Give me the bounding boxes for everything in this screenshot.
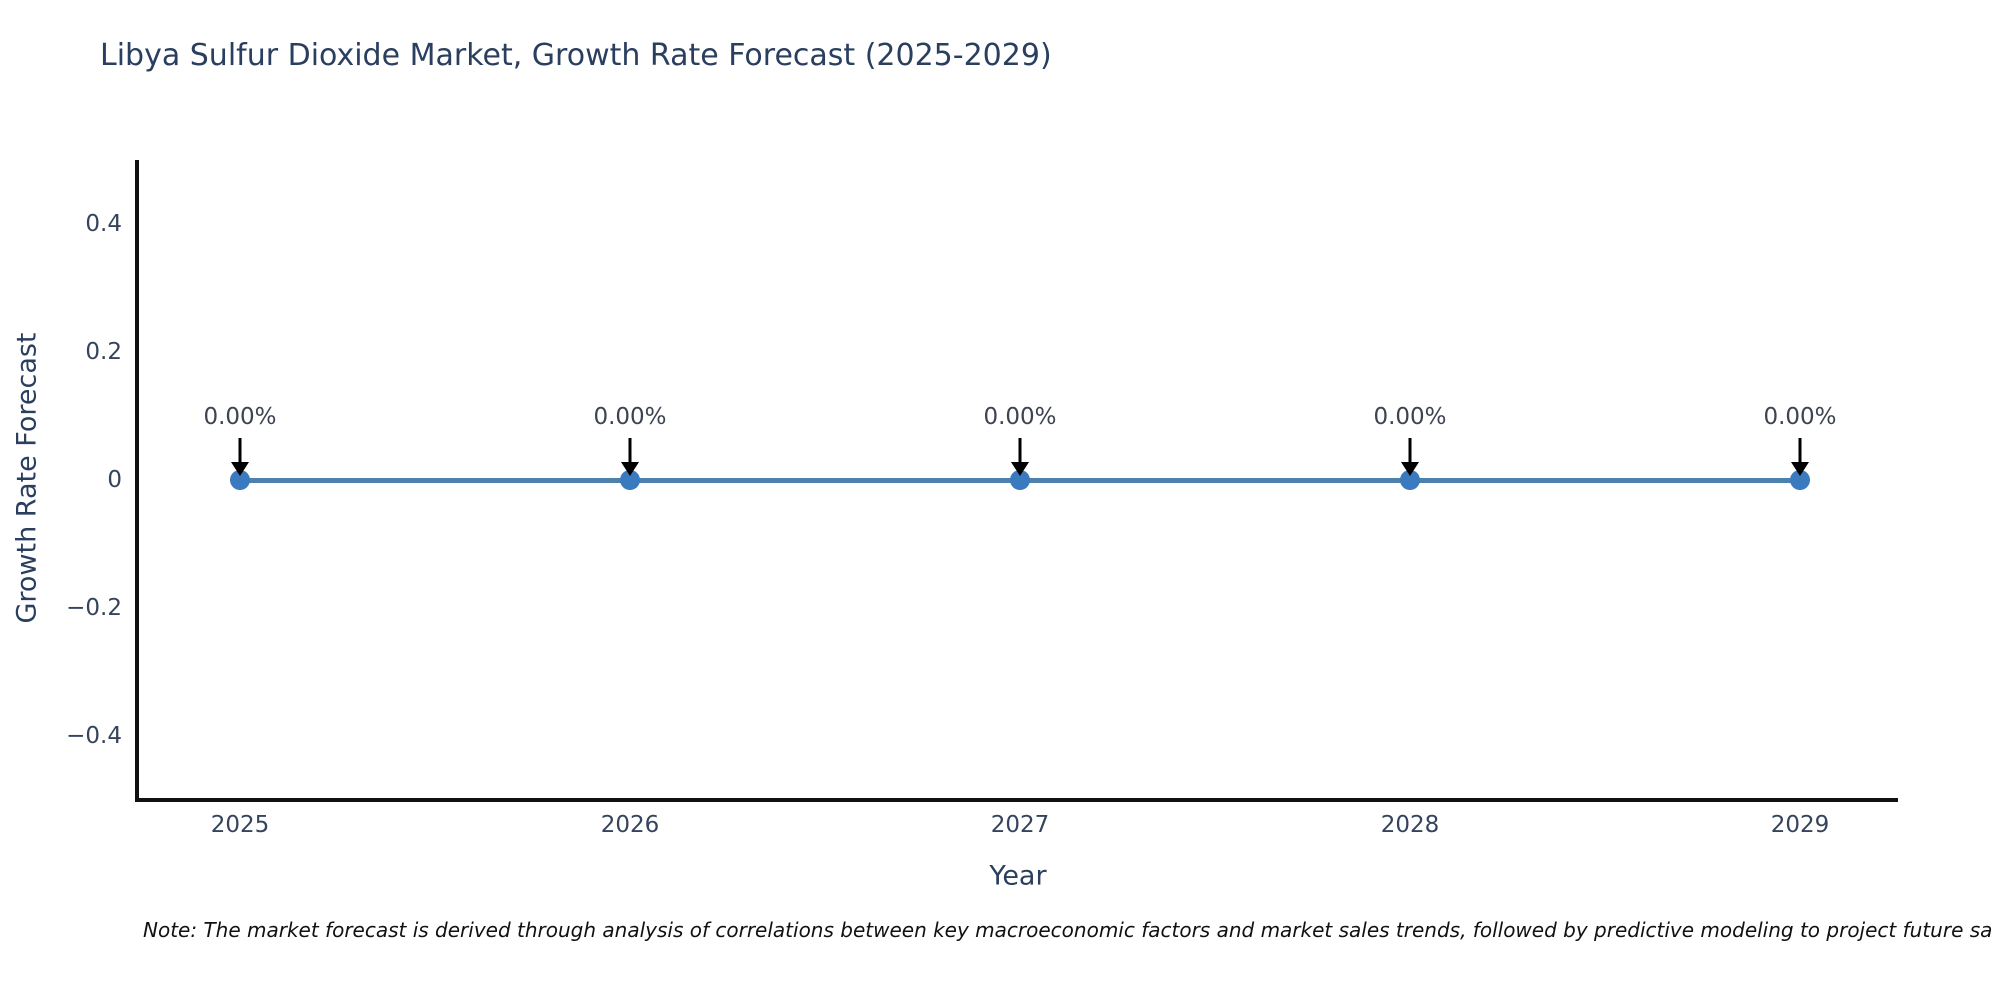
y-tick-label: −0.2 [66, 595, 122, 621]
annotation-label: 0.00% [1763, 404, 1837, 430]
annotation-arrow [1018, 438, 1022, 464]
y-tick-label: 0 [107, 467, 122, 493]
annotation-arrow [238, 438, 242, 464]
x-tick-label: 2025 [210, 812, 270, 838]
x-axis-title: Year [989, 860, 1047, 892]
chart-title: Libya Sulfur Dioxide Market, Growth Rate… [100, 38, 1052, 73]
x-tick-label: 2029 [1770, 812, 1830, 838]
y-tick-label: −0.4 [66, 723, 122, 749]
annotation-arrowhead-icon [1011, 462, 1029, 476]
x-tick-label: 2026 [600, 812, 660, 838]
note-text: Note: The market forecast is derived thr… [143, 918, 1993, 942]
y-tick-label: 0.2 [85, 339, 122, 365]
annotation-label: 0.00% [593, 404, 667, 430]
y-axis-line [135, 160, 139, 802]
annotation-label: 0.00% [983, 404, 1057, 430]
x-tick-label: 2028 [1380, 812, 1440, 838]
annotation-arrowhead-icon [621, 462, 639, 476]
annotation-arrowhead-icon [1791, 462, 1809, 476]
annotation-arrowhead-icon [1401, 462, 1419, 476]
annotation-label: 0.00% [203, 404, 277, 430]
annotation-arrow [1798, 438, 1802, 464]
y-tick-label: 0.4 [85, 211, 122, 237]
x-tick-label: 2027 [990, 812, 1050, 838]
annotation-label: 0.00% [1373, 404, 1447, 430]
annotation-arrowhead-icon [231, 462, 249, 476]
annotation-arrow [628, 438, 632, 464]
x-axis-line [135, 798, 1898, 802]
annotation-arrow [1408, 438, 1412, 464]
